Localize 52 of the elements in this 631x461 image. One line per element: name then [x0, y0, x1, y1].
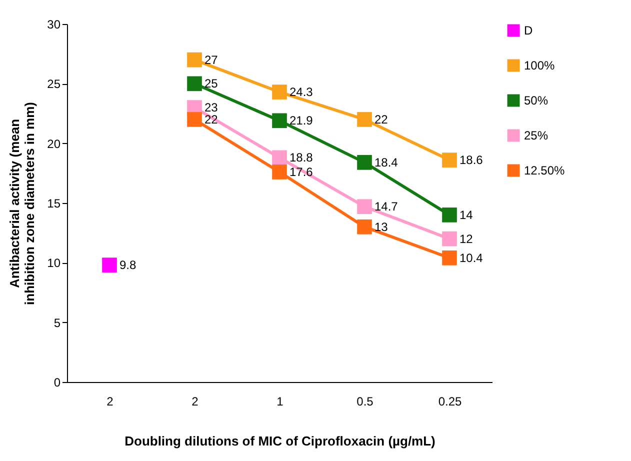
x-tick-label: 2 [192, 394, 199, 408]
y-tick-label: 25 [47, 77, 61, 92]
data-label: 22 [374, 112, 388, 126]
point [187, 52, 202, 68]
point [357, 155, 372, 170]
legend-label: 12.50% [524, 164, 566, 178]
point [442, 231, 457, 246]
y-tick-label: 20 [47, 136, 61, 151]
data-label: 21.9 [290, 114, 314, 128]
legend-label: 100% [524, 58, 556, 72]
x-tick-label: 2 [106, 394, 114, 408]
x-tick-label: 0.25 [438, 394, 462, 408]
data-label: 9.8 [120, 258, 137, 272]
point [187, 112, 202, 127]
data-label: 23 [204, 100, 218, 115]
point [272, 113, 287, 128]
data-label: 17.6 [290, 164, 314, 179]
data-label: 14 [460, 208, 474, 222]
y-axis-title: Antibacterial activity (mean inhibition zone diameters in mm) [7, 102, 38, 305]
data-label: 14.7 [374, 200, 398, 214]
point [272, 164, 287, 180]
point [357, 199, 372, 214]
data-label: 18.6 [460, 153, 484, 168]
data-label: 13 [374, 220, 388, 234]
point [442, 250, 457, 266]
data-label: 10.4 [460, 250, 484, 265]
point [187, 76, 202, 92]
y-tick-label: 10 [47, 256, 61, 270]
point [357, 112, 372, 127]
point [357, 219, 372, 234]
point [272, 150, 287, 166]
y-tick-label: 15 [47, 196, 61, 210]
data-label: 22 [204, 112, 218, 126]
y-tick-label: 0 [54, 376, 61, 390]
point [272, 84, 287, 100]
x-axis-title: Doubling dilutions of MIC of Ciprofloxacin (µg/mL) [124, 434, 436, 448]
data-label: 18.4 [374, 155, 398, 170]
data-label: 27 [204, 52, 218, 67]
point [442, 208, 457, 222]
legend-label: 50% [524, 94, 548, 108]
legend-label: 25% [524, 128, 548, 142]
y-tick-label: 30 [47, 18, 61, 32]
y-tick-label: 5 [54, 316, 61, 330]
point [442, 152, 457, 168]
data-label: 25 [204, 76, 218, 91]
data-label: 18.8 [290, 150, 314, 165]
x-tick-label: 1 [276, 394, 284, 408]
x-tick-label: 0.5 [356, 394, 374, 408]
legend-label: D [524, 24, 533, 38]
data-label: 12 [460, 232, 474, 246]
point [102, 258, 117, 272]
data-label: 24.3 [290, 85, 314, 100]
